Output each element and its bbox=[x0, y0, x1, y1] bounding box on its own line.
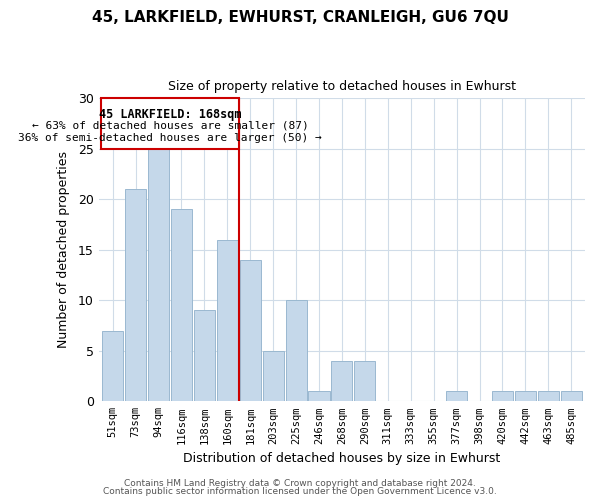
X-axis label: Distribution of detached houses by size in Ewhurst: Distribution of detached houses by size … bbox=[184, 452, 500, 465]
Bar bbox=[515, 391, 536, 402]
Text: ← 63% of detached houses are smaller (87): ← 63% of detached houses are smaller (87… bbox=[32, 120, 308, 130]
Bar bbox=[125, 189, 146, 402]
Title: Size of property relative to detached houses in Ewhurst: Size of property relative to detached ho… bbox=[168, 80, 516, 93]
Text: 45, LARKFIELD, EWHURST, CRANLEIGH, GU6 7QU: 45, LARKFIELD, EWHURST, CRANLEIGH, GU6 7… bbox=[92, 10, 508, 25]
Bar bbox=[263, 351, 284, 402]
Bar bbox=[560, 391, 582, 402]
Bar bbox=[538, 391, 559, 402]
Bar bbox=[355, 361, 376, 402]
Bar bbox=[102, 330, 123, 402]
Text: Contains HM Land Registry data © Crown copyright and database right 2024.: Contains HM Land Registry data © Crown c… bbox=[124, 478, 476, 488]
Y-axis label: Number of detached properties: Number of detached properties bbox=[57, 152, 70, 348]
Bar bbox=[492, 391, 513, 402]
Bar bbox=[286, 300, 307, 402]
Bar bbox=[217, 240, 238, 402]
Bar bbox=[308, 391, 329, 402]
Bar bbox=[239, 260, 261, 402]
Bar bbox=[331, 361, 352, 402]
Bar bbox=[446, 391, 467, 402]
Bar bbox=[194, 310, 215, 402]
FancyBboxPatch shape bbox=[101, 98, 239, 149]
Text: 45 LARKFIELD: 168sqm: 45 LARKFIELD: 168sqm bbox=[99, 108, 241, 122]
Bar bbox=[171, 210, 192, 402]
Text: Contains public sector information licensed under the Open Government Licence v3: Contains public sector information licen… bbox=[103, 488, 497, 496]
Bar bbox=[148, 149, 169, 402]
Text: 36% of semi-detached houses are larger (50) →: 36% of semi-detached houses are larger (… bbox=[18, 132, 322, 142]
